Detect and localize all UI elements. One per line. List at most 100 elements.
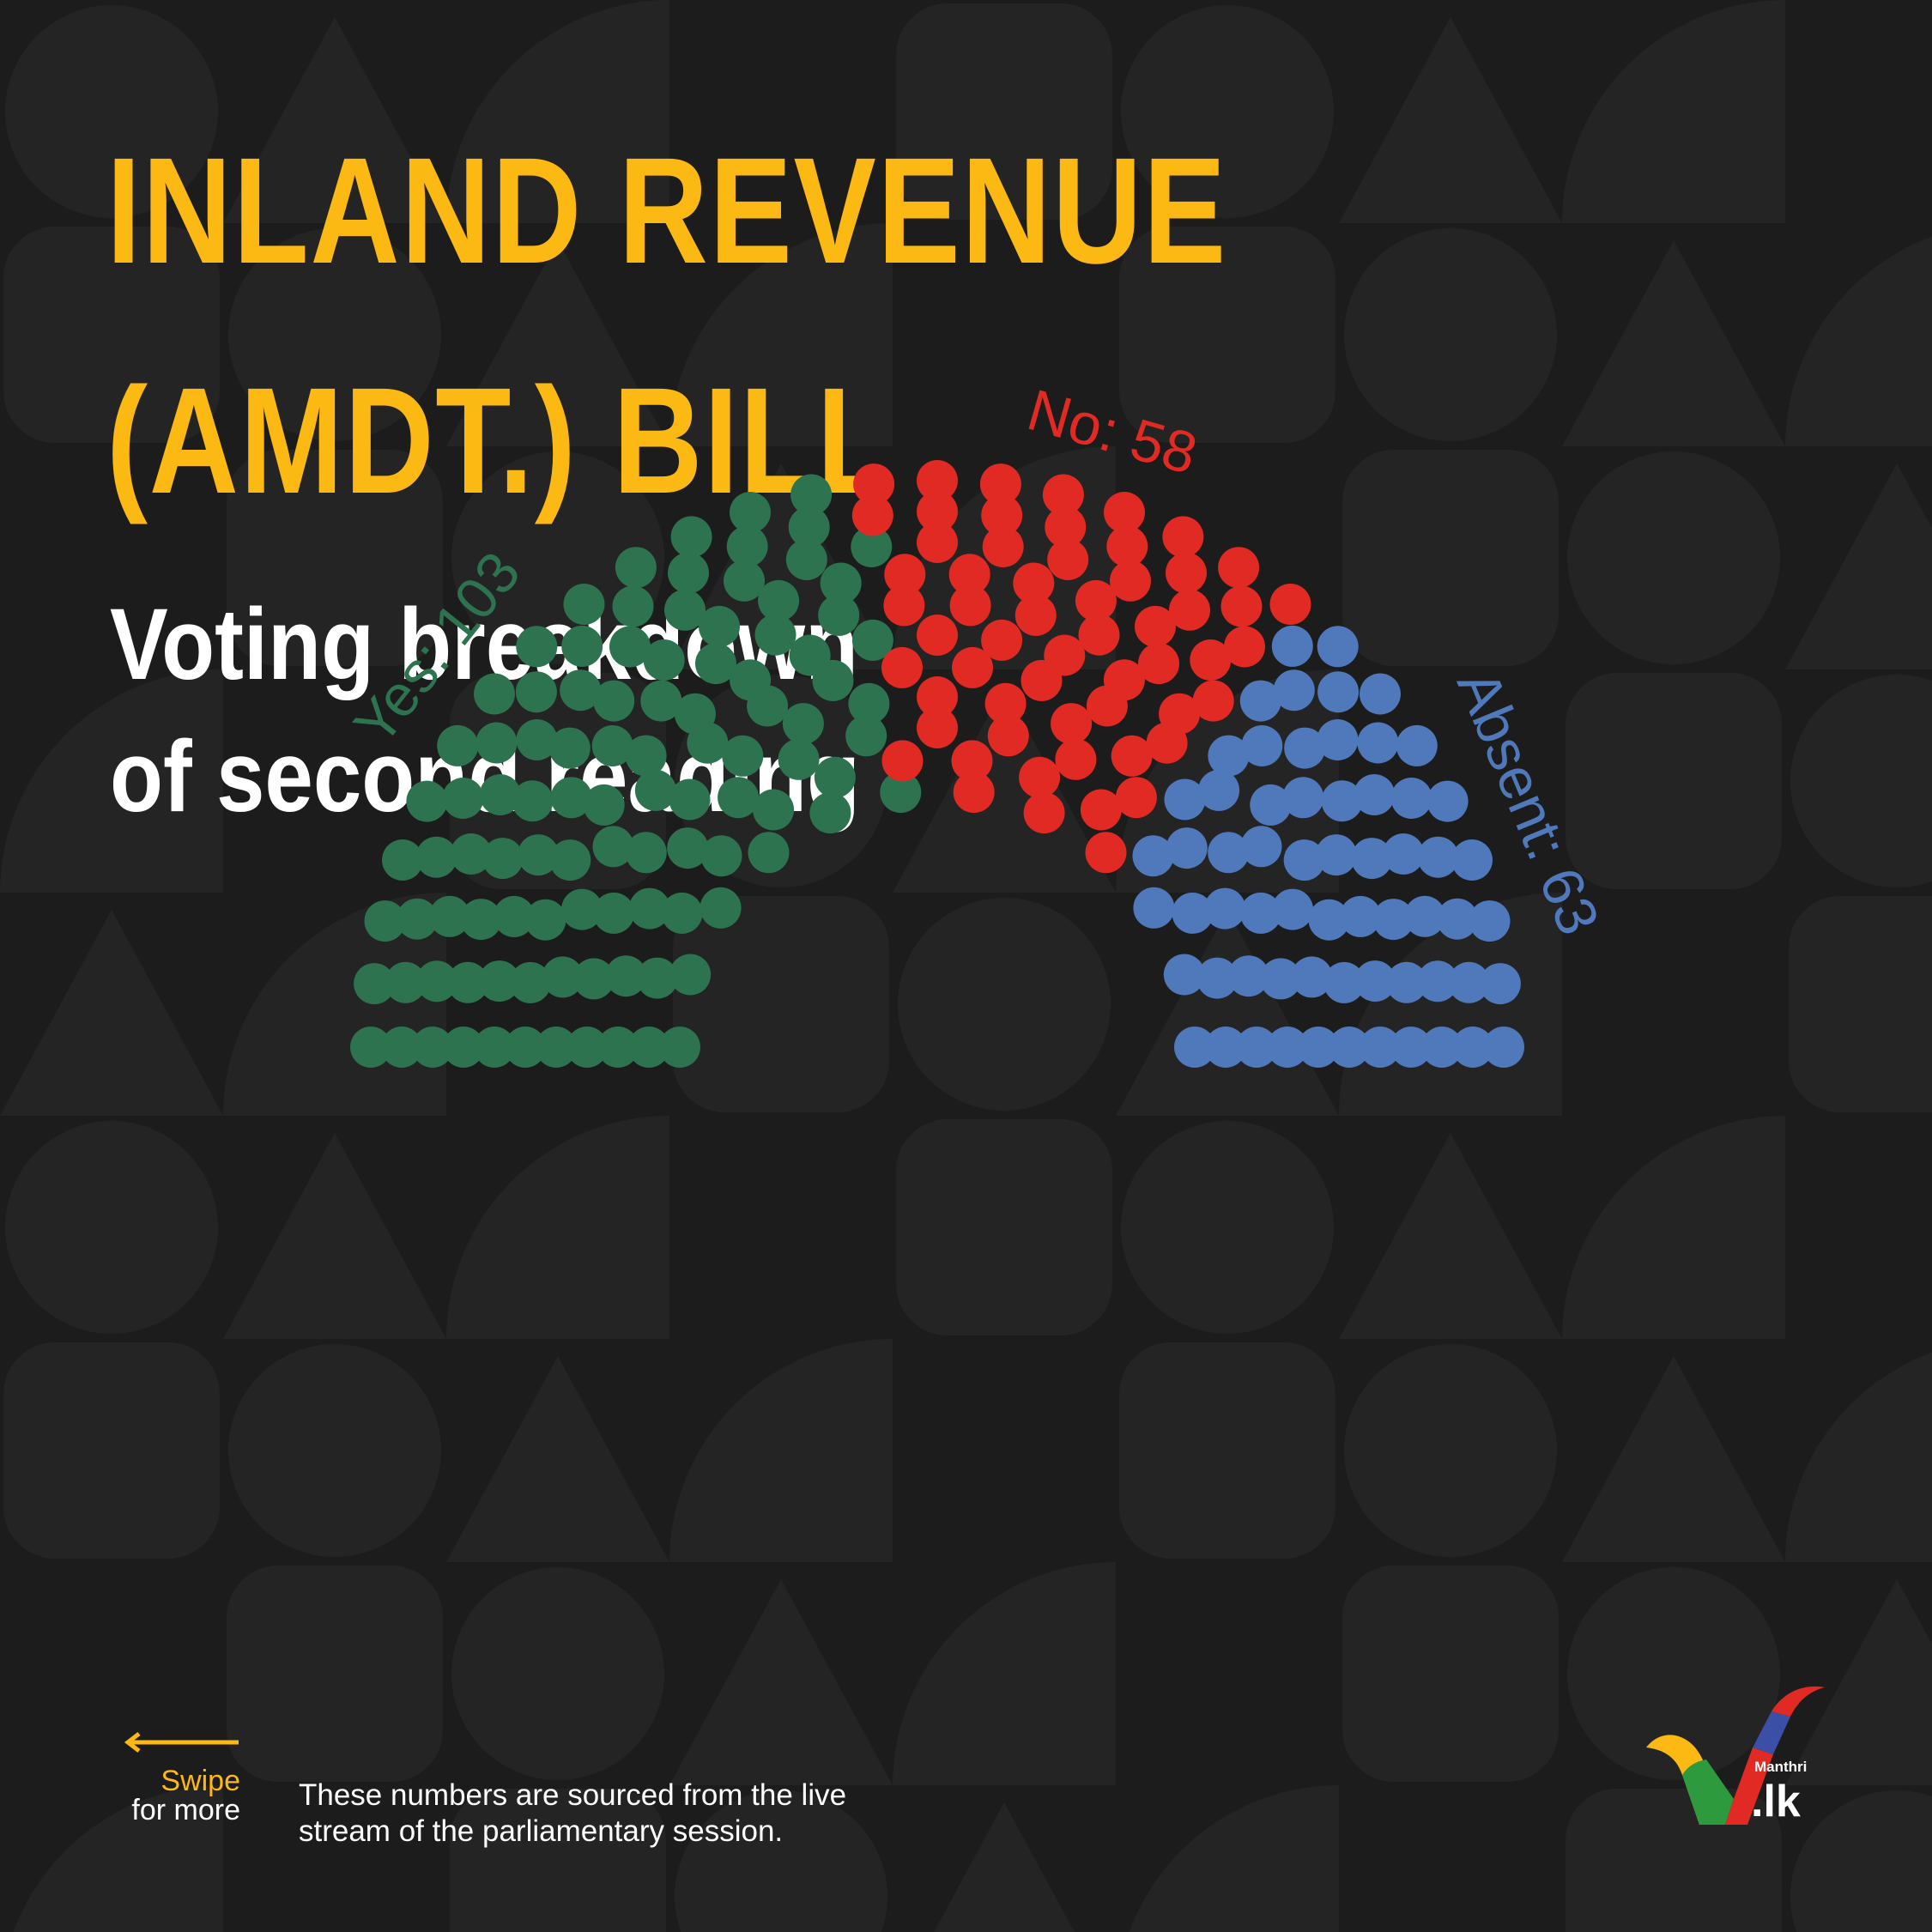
seat-yes <box>381 1027 422 1068</box>
background-tile <box>446 1356 669 1562</box>
seat-yes <box>566 1027 608 1068</box>
seat-no <box>1023 792 1065 834</box>
seat-no <box>884 554 926 596</box>
seat-yes <box>563 584 605 625</box>
seat-yes <box>664 589 706 631</box>
seat-absent <box>1357 722 1399 764</box>
seat-yes <box>364 900 406 942</box>
seat-no <box>1220 585 1263 627</box>
seat-yes <box>593 680 635 722</box>
seat-absent <box>1227 955 1269 997</box>
background-tile <box>1785 463 1932 669</box>
seat-no <box>917 491 958 532</box>
seat-yes <box>561 888 603 930</box>
seat-yes <box>730 492 771 533</box>
seat-yes <box>699 605 740 647</box>
seat-absent <box>1315 834 1357 876</box>
seat-absent <box>1166 827 1208 869</box>
seat-absent <box>1196 957 1239 999</box>
background-tile <box>1562 1116 1785 1339</box>
seat-absent <box>1421 1027 1463 1068</box>
seat-absent <box>1317 626 1359 668</box>
background-tile <box>896 1119 1112 1335</box>
seat-no <box>1103 659 1145 701</box>
seat-no <box>881 740 924 782</box>
seat-no <box>987 715 1029 757</box>
seat-absent <box>1267 1027 1308 1068</box>
seat-yes <box>695 643 736 685</box>
seat-yes <box>450 833 492 875</box>
background-tile <box>0 669 223 893</box>
seat-yes <box>382 839 423 881</box>
seat-absent <box>1329 1027 1370 1068</box>
seat-yes <box>560 669 602 712</box>
seat-yes <box>474 1027 515 1068</box>
seat-yes <box>478 960 520 1002</box>
seat-yes <box>722 735 764 777</box>
seat-yes <box>612 585 654 627</box>
seat-absent <box>1163 954 1205 996</box>
seat-yes <box>636 957 678 999</box>
background-tile <box>1342 450 1559 666</box>
seat-absent <box>1451 839 1493 881</box>
seat-absent <box>1372 899 1414 941</box>
seat-no <box>949 584 991 627</box>
seat-absent <box>1323 961 1366 1003</box>
seat-yes <box>753 789 795 831</box>
seat-yes <box>593 892 635 934</box>
seat-yes <box>726 525 768 567</box>
seat-yes <box>625 832 667 874</box>
background-tile <box>669 223 893 446</box>
seat-no <box>853 463 895 506</box>
seat-yes <box>583 784 625 826</box>
seat-yes <box>516 719 558 760</box>
seat-no <box>1106 525 1148 567</box>
seat-absent <box>1317 671 1360 713</box>
background-tile <box>1785 236 1932 446</box>
background-tile <box>1789 896 1932 1112</box>
seat-yes <box>474 673 515 715</box>
background-tile <box>1790 1790 1932 1932</box>
seat-no <box>1080 789 1122 831</box>
background-tile <box>5 5 218 218</box>
seat-yes <box>848 682 890 724</box>
seat-absent <box>1272 888 1313 930</box>
seat-no <box>881 646 923 688</box>
background-tile <box>3 1342 220 1559</box>
seat-yes <box>512 780 554 822</box>
seat-no <box>952 646 993 688</box>
seat-yes <box>845 715 887 757</box>
swipe-label: Swipe <box>160 1765 240 1797</box>
seat-absent <box>1351 838 1393 880</box>
seat-yes <box>668 552 709 594</box>
seat-yes <box>700 835 742 877</box>
seat-yes <box>659 1027 700 1068</box>
background-tile <box>446 0 669 223</box>
seat-absent <box>1239 680 1281 722</box>
seat-absent <box>1383 833 1425 875</box>
seat-yes <box>670 516 712 558</box>
seat-yes <box>479 774 521 815</box>
seat-absent <box>1132 835 1174 877</box>
background-tile <box>893 1562 1116 1785</box>
seat-yes <box>628 1027 669 1068</box>
seat-absent <box>1298 1027 1339 1068</box>
seat-no <box>1013 562 1055 604</box>
seat-absent <box>1250 784 1292 826</box>
seat-absent <box>1236 1027 1277 1068</box>
seat-yes <box>536 1027 577 1068</box>
seat-yes <box>615 547 657 589</box>
seat-absent <box>1308 899 1350 941</box>
background-tile <box>1785 1579 1932 1785</box>
seat-absent <box>1426 780 1469 822</box>
seat-yes <box>509 961 551 1003</box>
seat-yes <box>661 892 703 934</box>
manthri-logo: Manthri .lk <box>1646 1686 1825 1826</box>
seat-no <box>1110 560 1151 602</box>
seat-absent <box>1282 777 1324 819</box>
background-tile <box>893 687 1116 893</box>
seat-yes <box>628 887 670 930</box>
title-line-1: INLAND REVENUE <box>106 127 1227 295</box>
